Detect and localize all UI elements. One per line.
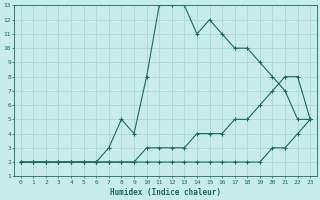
X-axis label: Humidex (Indice chaleur): Humidex (Indice chaleur)	[110, 188, 221, 197]
